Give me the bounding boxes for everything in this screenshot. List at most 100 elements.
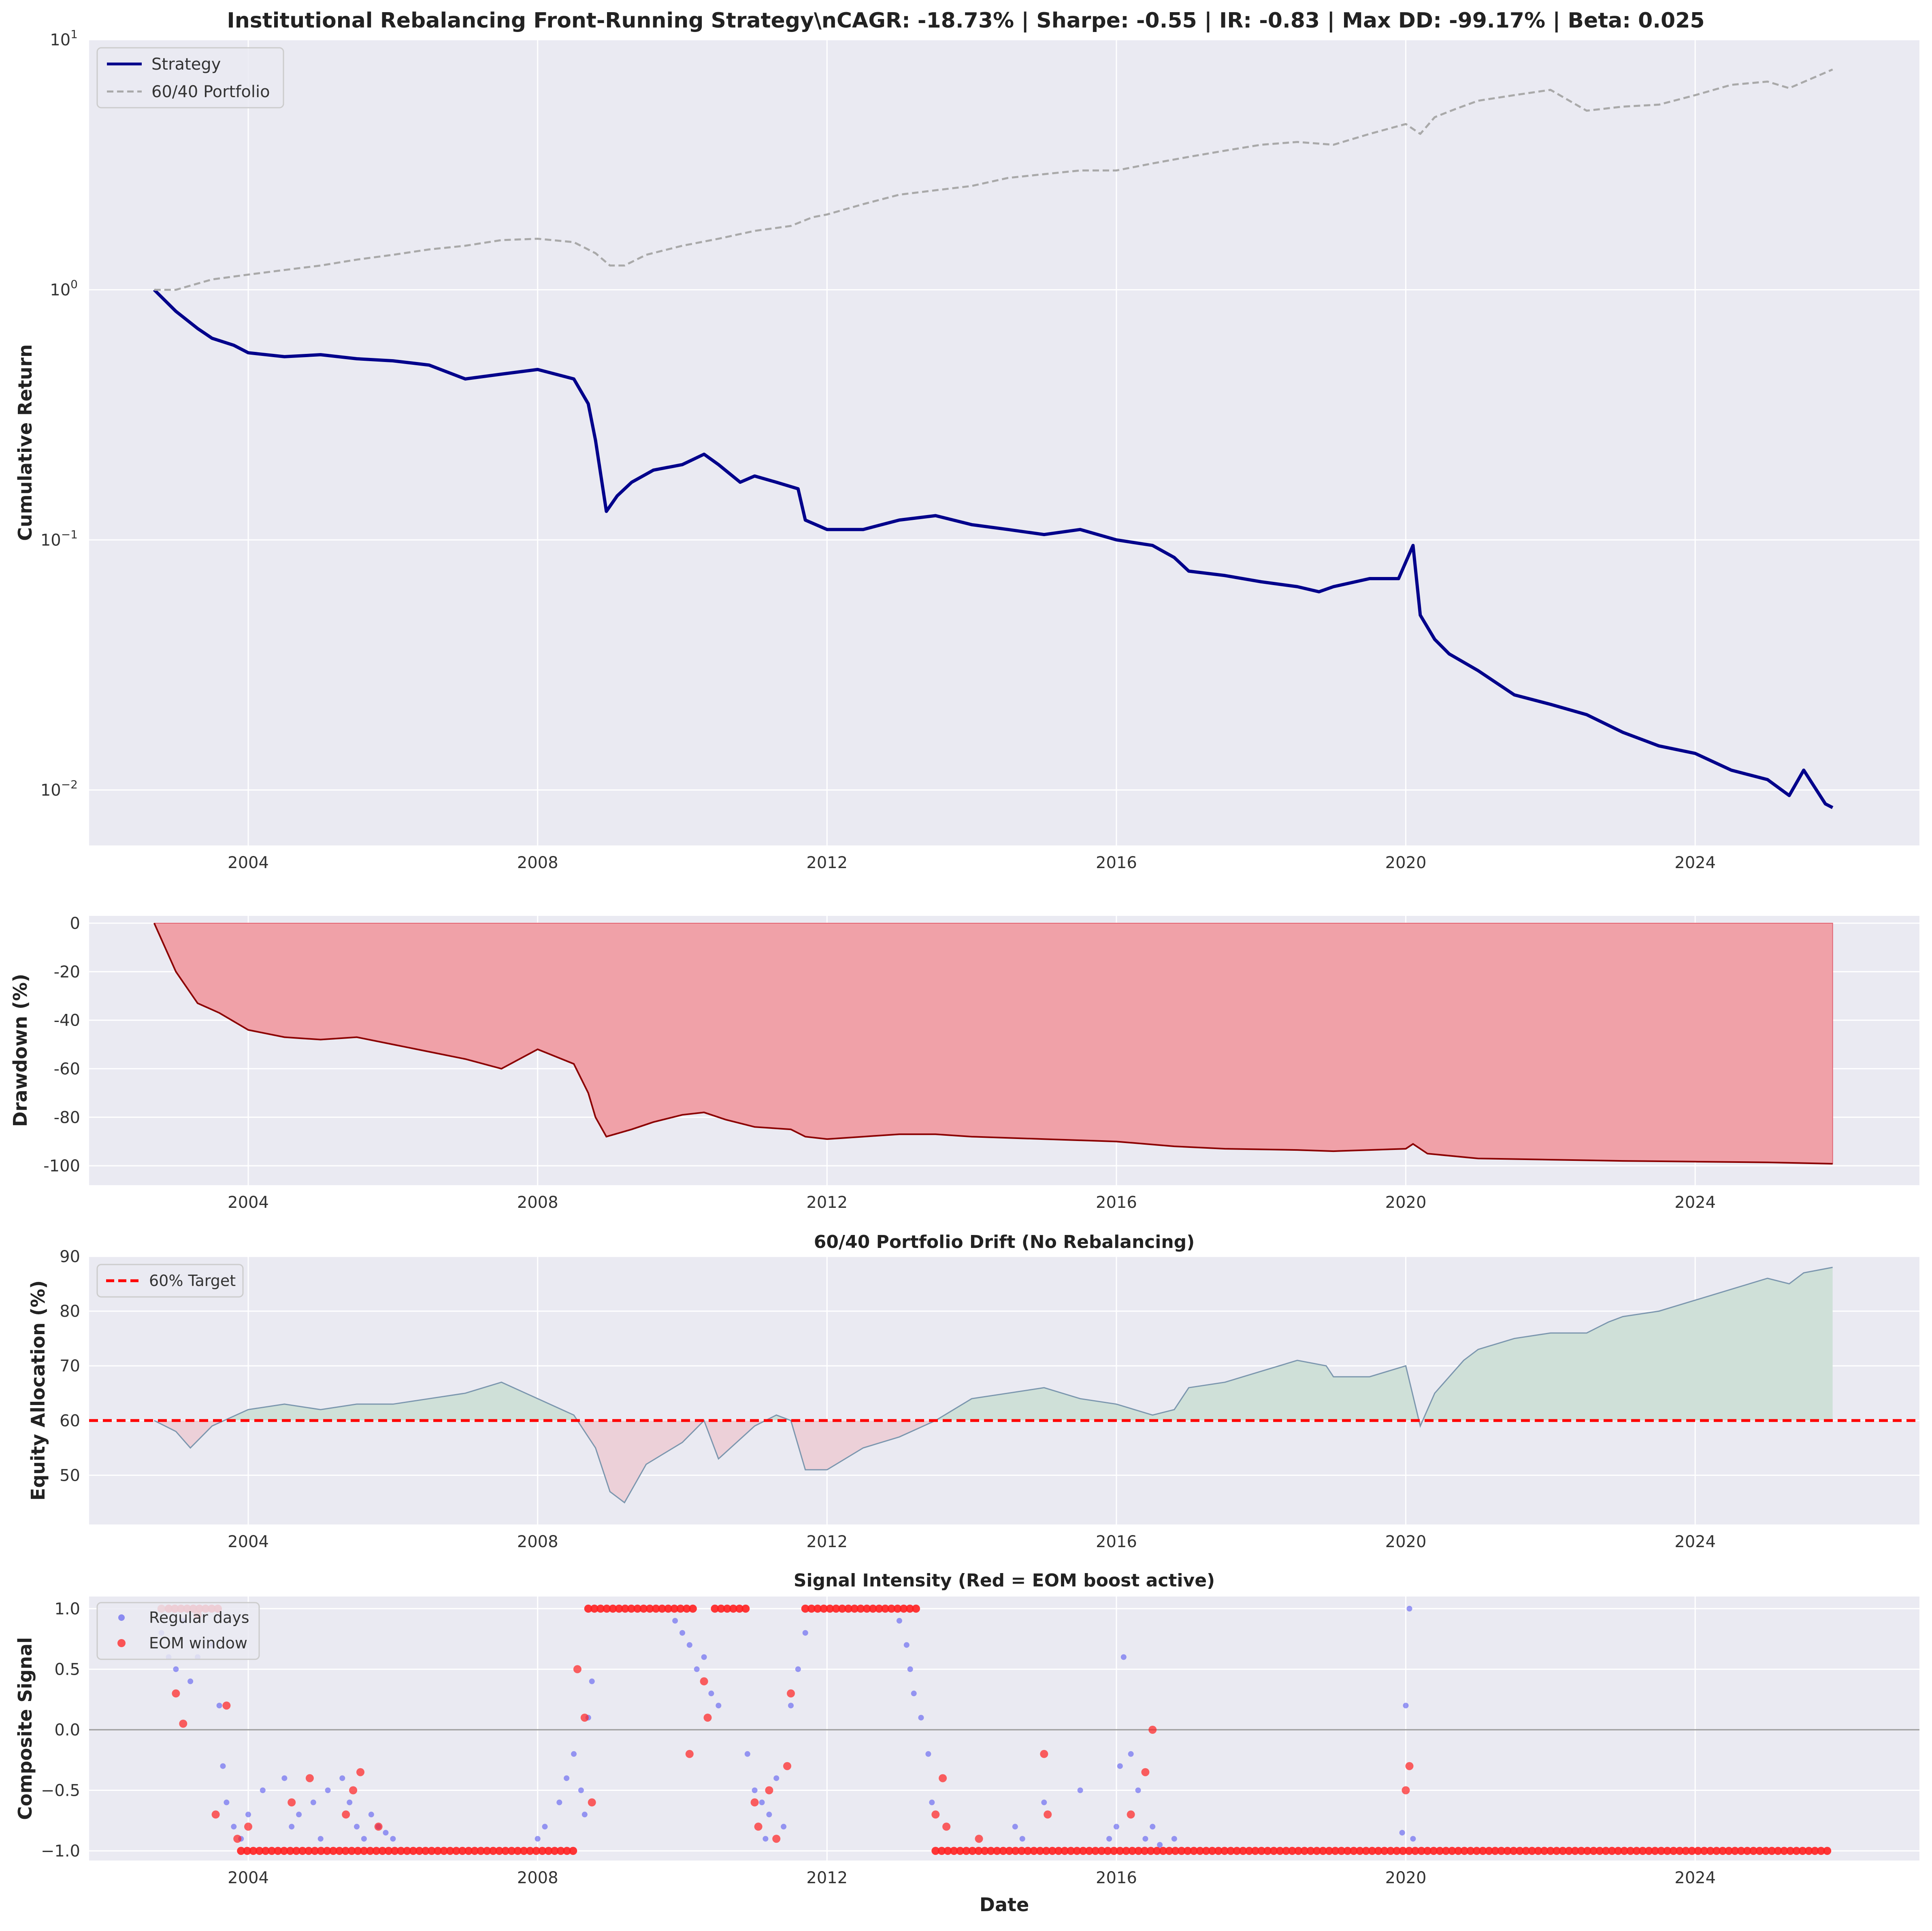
eom-point xyxy=(1589,1847,1598,1855)
eom-point xyxy=(1491,1847,1500,1855)
cumulative-return-ylabel: Cumulative Return xyxy=(14,344,36,541)
eom-point xyxy=(1325,1847,1333,1855)
cumulative-return-plot-area xyxy=(89,40,1919,845)
eom-point xyxy=(532,1847,541,1855)
eom-point xyxy=(588,1798,596,1807)
eom-point xyxy=(1171,1847,1180,1855)
eom-point xyxy=(999,1847,1008,1855)
eom-point xyxy=(658,1604,666,1613)
eom-point xyxy=(1497,1847,1506,1855)
eom-point xyxy=(688,1604,697,1613)
regular-point xyxy=(281,1775,288,1781)
x-tick-label: 2004 xyxy=(228,1869,269,1887)
eom-point xyxy=(288,1798,296,1807)
eom-point xyxy=(349,1786,358,1795)
eom-point xyxy=(390,1847,399,1855)
y-tick-label: -60 xyxy=(54,1060,80,1078)
eom-point xyxy=(222,1701,231,1710)
legend-benchmark-label: 60/40 Portfolio xyxy=(151,83,270,101)
eom-point xyxy=(233,1835,242,1843)
regular-point xyxy=(390,1836,396,1842)
figure-title: Institutional Rebalancing Front-Running … xyxy=(227,9,1704,33)
equity-drift-legend: 60% Target xyxy=(96,1264,244,1298)
y-tick-label: 1.0 xyxy=(54,1600,80,1618)
regular-point xyxy=(1135,1787,1141,1793)
drawdown-x-ticks: 2004 2008 2012 2016 2020 2024 xyxy=(228,1193,1716,1212)
eom-point xyxy=(1374,1847,1382,1855)
y-tick-label: 100 xyxy=(50,278,78,300)
eom-point xyxy=(1097,1847,1106,1855)
eom-point xyxy=(1128,1847,1137,1855)
x-tick-label: 2012 xyxy=(806,1533,848,1551)
eom-point xyxy=(255,1847,264,1855)
eom-point xyxy=(1638,1847,1647,1855)
x-tick-label: 2008 xyxy=(517,854,558,872)
x-tick-label: 2004 xyxy=(228,1193,269,1212)
eom-point xyxy=(311,1847,319,1855)
eom-point xyxy=(341,1847,350,1855)
signal-x-ticks: 2004 2008 2012 2016 2020 2024 xyxy=(228,1869,1716,1887)
eom-point xyxy=(1282,1847,1290,1855)
eom-point xyxy=(621,1604,629,1613)
eom-point xyxy=(1651,1847,1659,1855)
y-tick-label: 10−2 xyxy=(40,778,78,800)
eom-point xyxy=(1577,1847,1585,1855)
eom-point xyxy=(1534,1847,1542,1855)
eom-point xyxy=(1245,1847,1253,1855)
signal-y-ticks: 1.0 0.5 0.0 −0.5 −1.0 xyxy=(41,1600,80,1861)
eom-point xyxy=(832,1604,840,1613)
eom-point xyxy=(937,1847,946,1855)
eom-point xyxy=(1349,1847,1358,1855)
eom-point xyxy=(1792,1847,1801,1855)
signal-plot-area xyxy=(89,1597,1919,1861)
eom-point xyxy=(249,1847,258,1855)
eom-point xyxy=(1620,1847,1629,1855)
drawdown-ylabel: Drawdown (%) xyxy=(9,974,31,1127)
eom-point xyxy=(1122,1847,1130,1855)
eom-point xyxy=(1429,1847,1438,1855)
legend-target-label: 60% Target xyxy=(149,1272,236,1290)
drawdown-series xyxy=(153,922,1833,1165)
eom-point xyxy=(573,1665,582,1673)
eom-point xyxy=(850,1604,859,1613)
cumulative-return-legend: Strategy 60/40 Portfolio xyxy=(96,47,284,109)
eom-point xyxy=(652,1604,660,1613)
eom-point xyxy=(244,1822,252,1831)
eom-point xyxy=(664,1604,673,1613)
eom-point xyxy=(1017,1847,1026,1855)
eom-point xyxy=(1380,1847,1389,1855)
eom-point xyxy=(1817,1847,1825,1855)
eom-point xyxy=(1061,1847,1069,1855)
eom-point xyxy=(875,1604,883,1613)
eom-point xyxy=(1116,1847,1124,1855)
eom-point xyxy=(1503,1847,1512,1855)
eom-point xyxy=(975,1835,983,1843)
eom-point xyxy=(1331,1847,1340,1855)
eom-point xyxy=(826,1604,834,1613)
drawdown-line xyxy=(153,923,1833,1165)
regular-point xyxy=(317,1836,324,1842)
eom-point xyxy=(1405,1847,1413,1855)
regular-point xyxy=(752,1787,758,1793)
eom-point xyxy=(783,1762,791,1770)
regular-point xyxy=(589,1678,595,1684)
eom-point xyxy=(1276,1847,1284,1855)
equity-drift-y-ticks: 50 60 70 80 90 xyxy=(60,1248,80,1485)
eom-point xyxy=(458,1847,466,1855)
regular-point xyxy=(383,1830,389,1836)
eom-point xyxy=(495,1847,503,1855)
regular-point xyxy=(260,1787,266,1793)
eom-point xyxy=(1743,1847,1751,1855)
eom-point xyxy=(1251,1847,1259,1855)
x-tick-label: 2016 xyxy=(1096,854,1137,872)
regular-point xyxy=(694,1666,700,1672)
eom-point xyxy=(682,1604,691,1613)
eom-point xyxy=(1417,1847,1425,1855)
eom-point xyxy=(1811,1847,1819,1855)
eom-point xyxy=(1749,1847,1757,1855)
legend-box xyxy=(96,1264,244,1298)
eom-point xyxy=(1546,1847,1555,1855)
eom-point xyxy=(1804,1847,1813,1855)
eom-point xyxy=(844,1604,852,1613)
